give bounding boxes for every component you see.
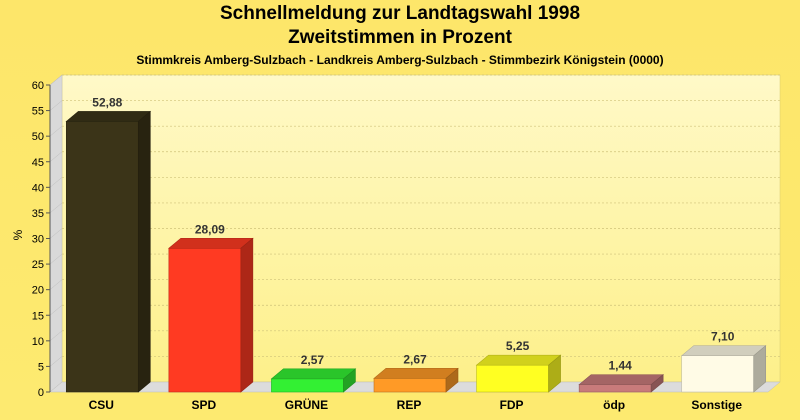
bar-top: [65, 111, 152, 122]
gridline-side: [49, 125, 63, 137]
gridline-side: [49, 74, 63, 86]
x-tick-label: GRÜNE: [285, 397, 328, 412]
bar-grüne: [270, 368, 357, 393]
y-tick-label: 40: [32, 182, 44, 194]
data-label: 1,44: [608, 359, 632, 373]
bar-fdp: [475, 354, 562, 393]
gridline-side: [49, 279, 63, 290]
bar-side: [343, 368, 356, 393]
bar-side: [445, 367, 459, 393]
y-tick-label: 0: [38, 387, 44, 399]
y-tick-label: 20: [32, 285, 44, 297]
bar-rep: [373, 367, 459, 393]
bar-top: [578, 374, 664, 385]
x-tick-label: Sonstige: [691, 398, 742, 412]
bar-top: [373, 368, 459, 379]
gridline-side: [49, 330, 63, 342]
data-label: 7,10: [711, 330, 735, 344]
x-tick-label: ödp: [603, 398, 625, 412]
y-tick-label: 15: [32, 310, 44, 322]
bar-csu: [65, 110, 152, 393]
bar-front: [168, 247, 242, 393]
y-tick-label: 10: [32, 336, 44, 348]
data-label: 5,25: [506, 339, 530, 353]
bar-front: [681, 355, 755, 393]
x-tick-label: SPD: [192, 398, 217, 412]
bar-front: [373, 378, 447, 393]
chart-title: Schnellmeldung zur Landtagswahl 1998: [219, 3, 581, 24]
gridline-side: [49, 151, 63, 162]
gridline-side: [49, 305, 63, 316]
y-tick-label: 55: [32, 106, 44, 118]
gridline-side: [49, 177, 63, 188]
bar-front: [271, 378, 344, 393]
gridline-side: [49, 228, 63, 239]
x-tick-label: FDP: [500, 398, 524, 412]
data-label: 2,67: [403, 352, 427, 366]
bar-side: [137, 110, 151, 393]
gridline-side: [49, 356, 63, 367]
bar-spd: [168, 237, 254, 393]
y-axis-label: %: [11, 229, 25, 240]
y-tick-label: 5: [38, 361, 44, 373]
bar-top: [270, 368, 357, 380]
chart-caption: Stimmkreis Amberg-Sulzbach - Landkreis A…: [136, 53, 664, 67]
gridline-side: [49, 202, 63, 214]
bar-side: [650, 373, 664, 393]
bar-front: [578, 384, 652, 393]
x-tick-label: CSU: [89, 398, 114, 412]
bar-side: [240, 237, 254, 393]
bar-side: [548, 354, 561, 393]
y-tick-label: 30: [32, 234, 44, 246]
bar-side: [753, 345, 767, 393]
x-tick-label: REP: [397, 398, 422, 412]
y-tick-label: 60: [32, 80, 44, 92]
bar-front: [65, 121, 139, 393]
bar-ödp: [578, 373, 664, 393]
bar-top: [680, 345, 767, 356]
bar-front: [476, 364, 549, 393]
bar-top: [475, 354, 562, 366]
gridline-side: [49, 100, 63, 111]
y-tick-label: 35: [32, 208, 44, 220]
chart-subtitle: Zweitstimmen in Prozent: [288, 27, 512, 48]
data-label: 28,09: [195, 222, 225, 236]
bar-top: [168, 237, 254, 249]
y-tick-label: 25: [32, 259, 44, 271]
data-label: 52,88: [92, 95, 122, 109]
bar-sonstige: [680, 345, 767, 393]
y-tick-label: 50: [32, 131, 44, 143]
y-tick-label: 45: [32, 157, 44, 169]
gridline-side: [49, 253, 63, 265]
data-label: 2,57: [301, 353, 325, 367]
